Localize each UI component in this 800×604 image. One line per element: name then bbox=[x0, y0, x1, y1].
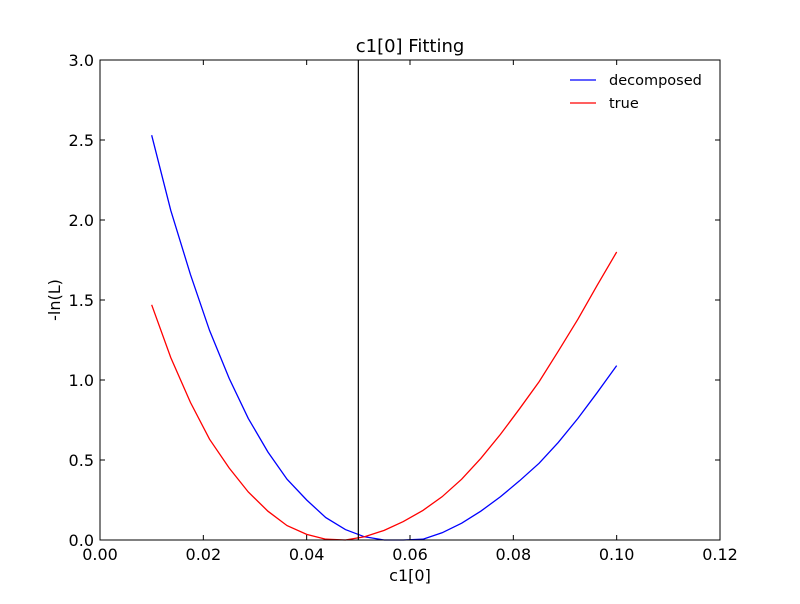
x-axis-title: c1[0] bbox=[389, 566, 431, 585]
y-tick-label: 0.0 bbox=[69, 531, 94, 550]
x-tick-label: 0.06 bbox=[392, 545, 428, 564]
x-tick-label: 0.10 bbox=[599, 545, 635, 564]
legend-label-decomposed: decomposed bbox=[609, 73, 702, 89]
legend-label-true: true bbox=[609, 96, 639, 112]
ticks-layer: 0.00 0.02 0.04 0.06 0.08 0.10 0.12 0.0 0.5 1.0 1.5… bbox=[69, 51, 738, 564]
y-tick-label: 2.5 bbox=[69, 131, 94, 150]
x-tick-label: 0.02 bbox=[186, 545, 222, 564]
y-axis-title: -ln(L) bbox=[45, 279, 64, 321]
chart-title: c1[0] Fitting bbox=[356, 36, 465, 57]
y-tick-label: 2.0 bbox=[69, 211, 94, 230]
y-tick-label: 0.5 bbox=[69, 451, 94, 470]
y-tick-label: 3.0 bbox=[69, 51, 94, 70]
x-tick-label: 0.08 bbox=[496, 545, 532, 564]
x-tick-label: 0.12 bbox=[702, 545, 738, 564]
x-tick-label: 0.04 bbox=[289, 545, 325, 564]
y-tick-label: 1.5 bbox=[69, 291, 94, 310]
x-tick-label: 0.00 bbox=[82, 545, 118, 564]
series-line-true bbox=[151, 251, 618, 541]
y-tick-label: 1.0 bbox=[69, 371, 94, 390]
legend: decomposed true bbox=[570, 73, 702, 112]
